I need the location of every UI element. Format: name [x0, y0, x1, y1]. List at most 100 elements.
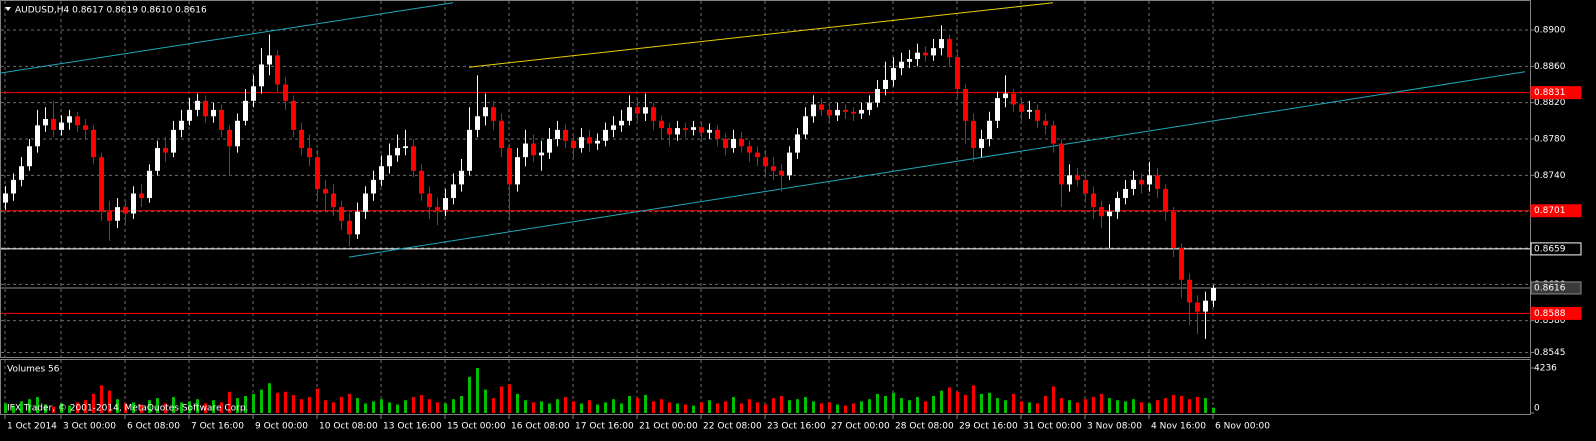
x-tick-label: 3 Nov 08:00	[1087, 422, 1142, 432]
candle-body	[491, 107, 496, 121]
trendline	[348, 71, 1526, 258]
volume-bar	[132, 402, 135, 413]
x-tick-label: 10 Oct 08:00	[319, 422, 378, 432]
volume-bar	[780, 396, 783, 413]
volume-bar	[84, 400, 87, 413]
volume-bar	[356, 398, 359, 413]
volume-bar	[420, 394, 423, 413]
candle-body	[947, 39, 952, 58]
volume-bar	[1132, 399, 1135, 413]
candle-body	[419, 170, 424, 194]
candle-body	[83, 125, 88, 130]
candle-body	[571, 140, 576, 149]
candle-body	[923, 52, 928, 56]
volume-tick-label: 0	[1534, 404, 1540, 414]
candle-body	[747, 146, 752, 153]
volume-bar	[908, 400, 911, 413]
volume-bar	[396, 404, 399, 413]
candle-body	[859, 109, 864, 114]
candle-body	[787, 152, 792, 176]
volume-bar	[364, 403, 367, 413]
candle-body	[939, 39, 944, 49]
volume-bar	[764, 404, 767, 413]
volume-bar	[700, 402, 703, 413]
candle-body	[539, 152, 544, 156]
volume-bar	[748, 399, 751, 413]
volume-bar	[964, 394, 967, 413]
volume-bar	[812, 401, 815, 413]
candle-body	[1139, 179, 1144, 185]
level-box	[1530, 86, 1582, 100]
volume-bar	[284, 391, 287, 413]
candle-body	[107, 211, 112, 221]
volume-bar	[828, 402, 831, 413]
candle-body	[851, 111, 856, 114]
volume-bar	[148, 400, 151, 413]
candle-body	[1171, 211, 1176, 248]
candle-body	[267, 55, 272, 65]
candle-body	[627, 107, 632, 121]
candle-body	[827, 109, 832, 116]
volume-bar	[548, 403, 551, 413]
candle-body	[755, 152, 760, 158]
candle-body	[91, 129, 96, 158]
candle-body	[635, 107, 640, 114]
volume-bar	[188, 401, 191, 413]
candle-body	[1003, 93, 1008, 99]
trendline	[468, 2, 1054, 68]
level-box	[1530, 204, 1582, 218]
candle-body	[459, 170, 464, 185]
candle-body	[699, 127, 704, 133]
volume-bar	[676, 403, 679, 413]
candle-body	[547, 138, 552, 153]
x-tick-label: 29 Oct 16:00	[959, 422, 1018, 432]
volume-bar	[868, 399, 871, 413]
x-tick-label: 16 Oct 08:00	[511, 422, 570, 432]
volume-bar	[1180, 396, 1183, 413]
volume-bar	[276, 392, 279, 413]
candle-body	[435, 207, 440, 210]
volume-bar	[52, 406, 55, 413]
volume-bar	[956, 391, 959, 413]
candle-body	[243, 100, 248, 121]
volume-bar	[1052, 386, 1055, 413]
candle-body	[395, 148, 400, 156]
volume-bar	[164, 403, 167, 413]
volume-bar	[612, 399, 615, 413]
candle-body	[659, 120, 664, 129]
candle-body	[1011, 93, 1016, 105]
volume-bar	[1036, 403, 1039, 413]
candle-body	[1099, 207, 1104, 217]
candle-body	[915, 52, 920, 60]
candle-body	[811, 104, 816, 117]
volume-bar	[1044, 396, 1047, 413]
volume-bar	[36, 397, 39, 413]
candle-body	[891, 68, 896, 80]
volume-bar	[308, 397, 311, 413]
volume-bar	[476, 367, 479, 413]
volume-bar	[28, 399, 31, 413]
volume-bar	[204, 403, 207, 413]
candle-body	[507, 148, 512, 185]
candle-body	[195, 100, 200, 110]
candle-body	[235, 120, 240, 147]
candle-body	[483, 107, 488, 117]
volume-bar	[724, 401, 727, 413]
volume-bar	[636, 398, 639, 413]
volume-bar	[516, 393, 519, 413]
candle-body	[523, 143, 528, 158]
candle-body	[35, 125, 40, 147]
candle-body	[427, 193, 432, 208]
volume-bar	[316, 388, 319, 413]
candle-body	[963, 89, 968, 121]
volume-bar	[1212, 407, 1215, 413]
candle-body	[475, 116, 480, 130]
volume-bar	[20, 401, 23, 413]
volume-bar	[492, 398, 495, 413]
candle-body	[563, 129, 568, 141]
candle-body	[667, 128, 672, 135]
candle-body	[771, 166, 776, 171]
volume-bar	[1012, 393, 1015, 413]
volume-bar	[988, 392, 991, 413]
volume-bar	[604, 402, 607, 413]
